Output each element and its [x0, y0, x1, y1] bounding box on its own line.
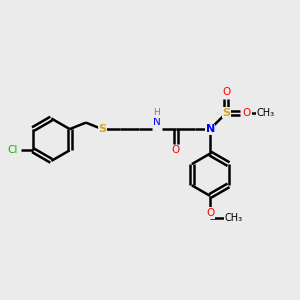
Text: H: H — [153, 108, 160, 117]
Text: O: O — [206, 208, 214, 218]
Text: O: O — [243, 108, 251, 118]
Text: O: O — [222, 87, 230, 97]
Text: N: N — [206, 124, 215, 134]
Text: CH₃: CH₃ — [224, 213, 242, 223]
Text: N: N — [153, 117, 160, 127]
Text: Cl: Cl — [8, 145, 18, 155]
Text: S: S — [222, 108, 230, 118]
Text: S: S — [98, 124, 106, 134]
Text: O: O — [172, 145, 180, 155]
Text: CH₃: CH₃ — [256, 108, 274, 118]
